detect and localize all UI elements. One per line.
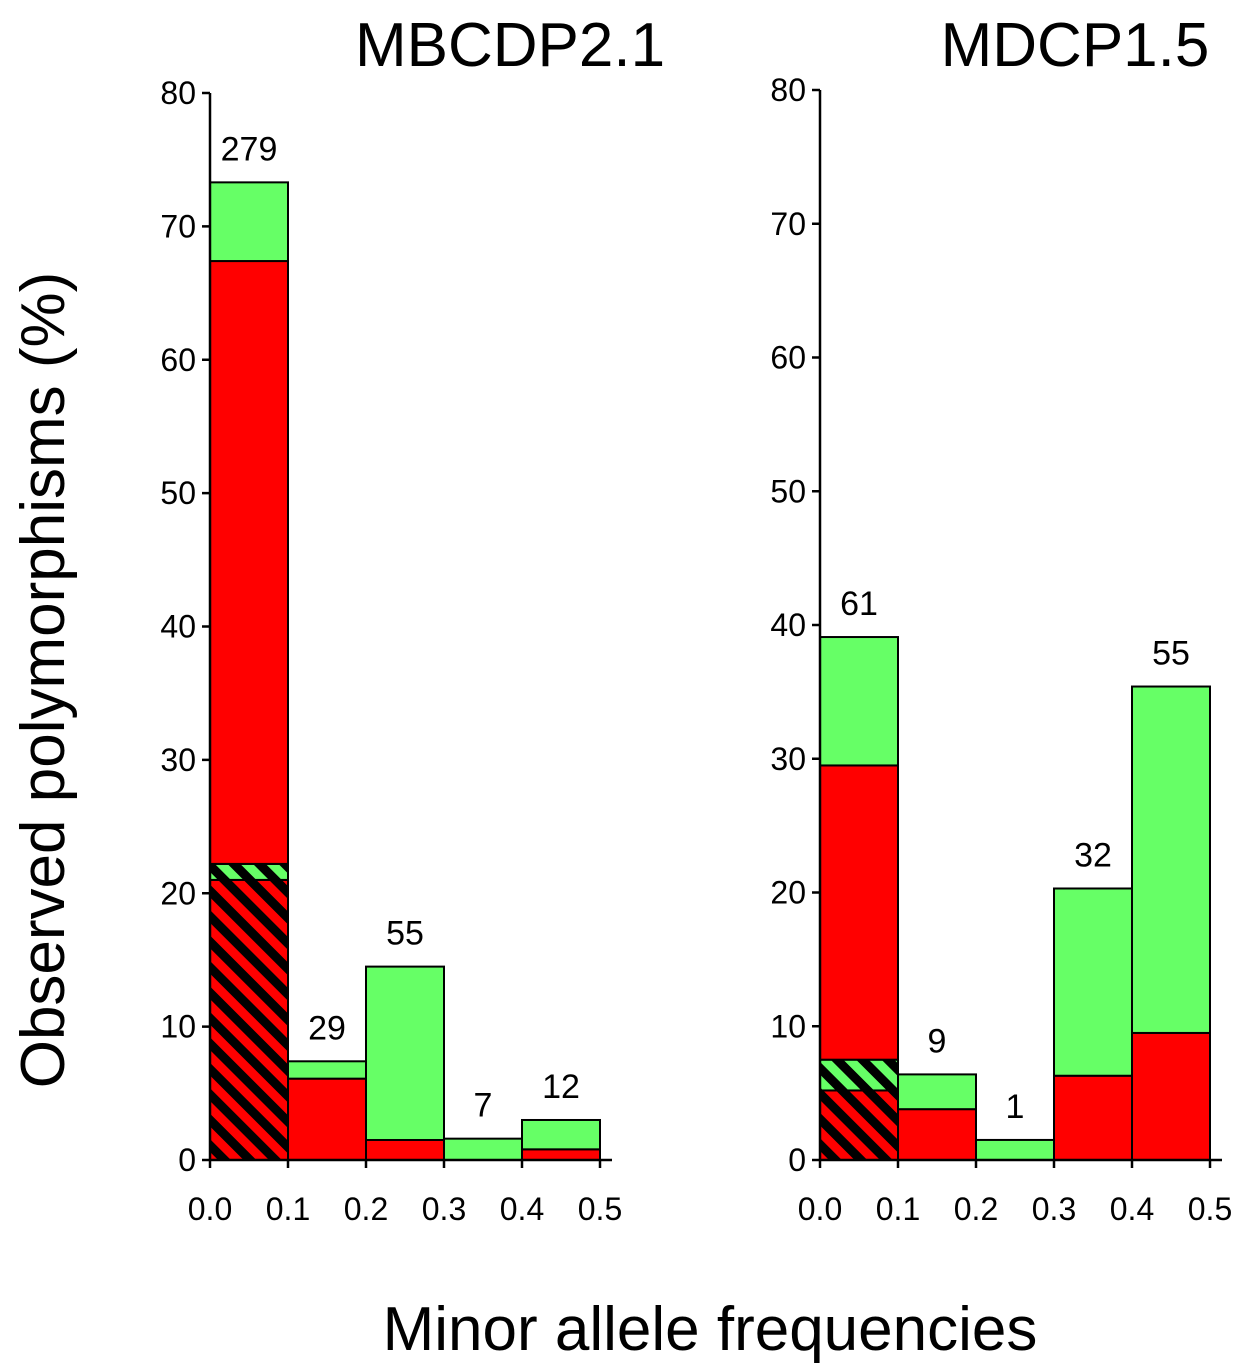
x-axis-title: Minor allele frequencies bbox=[383, 1295, 1038, 1364]
x-tick-label: 0.0 bbox=[798, 1191, 842, 1227]
y-tick-label: 60 bbox=[770, 340, 806, 376]
chart-panel-mbcdp: MBCDP2.1 279 29 55 7 12 0 10 20 30 40 50 60 70 80 0.0 0… bbox=[160, 11, 665, 1227]
bar-segment-green bbox=[287, 1060, 367, 1080]
y-tick-label: 10 bbox=[770, 1008, 806, 1044]
bar-count-label: 12 bbox=[542, 1068, 580, 1106]
x-tick-label: 0.5 bbox=[1188, 1191, 1232, 1227]
y-tick-label: 70 bbox=[160, 208, 196, 244]
y-tick-label: 20 bbox=[770, 875, 806, 911]
y-tick-label: 80 bbox=[770, 72, 806, 108]
y-tick-label: 0 bbox=[178, 1142, 196, 1178]
bar-segment-red bbox=[209, 260, 289, 865]
bar-segment-green bbox=[443, 1137, 523, 1162]
bar-segment-green bbox=[897, 1073, 977, 1111]
bar-count-label: 29 bbox=[308, 1009, 346, 1047]
y-tick-label: 60 bbox=[160, 342, 196, 378]
bar-segment-red bbox=[1131, 1031, 1211, 1161]
bar-segment-red bbox=[365, 1138, 445, 1162]
x-tick-label: 0.4 bbox=[500, 1191, 544, 1227]
bar-segment-green-hatched bbox=[209, 862, 289, 881]
y-tick-label: 20 bbox=[160, 875, 196, 911]
y-tick-label: 80 bbox=[160, 75, 196, 111]
x-tick-label: 0.2 bbox=[954, 1191, 998, 1227]
bar-count-label: 1 bbox=[1006, 1088, 1025, 1126]
bar-segment-green bbox=[209, 181, 289, 263]
bar-segment-green bbox=[819, 636, 899, 767]
bar-segment-red bbox=[897, 1108, 977, 1162]
bar-count-label: 279 bbox=[221, 130, 278, 168]
y-tick-label: 0 bbox=[788, 1142, 806, 1178]
bar-segment-green bbox=[1053, 887, 1133, 1077]
bar-count-label: 32 bbox=[1074, 836, 1112, 874]
bar-segment-green-hatched bbox=[819, 1058, 899, 1092]
bar-segment-green bbox=[521, 1118, 601, 1151]
y-tick-label: 40 bbox=[160, 609, 196, 645]
bar-segment-red-hatched bbox=[819, 1089, 899, 1161]
x-tick-label: 0.4 bbox=[1110, 1191, 1154, 1227]
chart-title: MBCDP2.1 bbox=[355, 11, 665, 80]
y-tick-label: 40 bbox=[770, 607, 806, 643]
x-tick-label: 0.0 bbox=[188, 1191, 232, 1227]
x-tick-label: 0.5 bbox=[578, 1191, 622, 1227]
bar-count-label: 55 bbox=[1152, 635, 1190, 673]
y-tick-label: 30 bbox=[160, 742, 196, 778]
chart-panel-mdcp: MDCP1.5 61 9 1 32 55 0 10 20 30 40 50 60 70 80 0.0 0.1 0… bbox=[770, 11, 1232, 1227]
y-tick-label: 50 bbox=[770, 473, 806, 509]
bar-segment-red bbox=[287, 1077, 367, 1161]
bar-segment-green bbox=[365, 965, 445, 1141]
y-tick-label: 50 bbox=[160, 475, 196, 511]
x-tick-label: 0.2 bbox=[344, 1191, 388, 1227]
bar-count-label: 61 bbox=[840, 585, 878, 623]
chart-title: MDCP1.5 bbox=[941, 11, 1210, 80]
bar-segment-red bbox=[1053, 1074, 1133, 1162]
x-tick-label: 0.3 bbox=[422, 1191, 466, 1227]
bar-segment-red bbox=[819, 764, 899, 1061]
x-tick-label: 0.1 bbox=[266, 1191, 310, 1227]
bar-segment-green bbox=[975, 1138, 1055, 1161]
bar-count-label: 9 bbox=[928, 1022, 947, 1060]
bar-segment-red-hatched bbox=[209, 878, 289, 1161]
y-tick-label: 10 bbox=[160, 1009, 196, 1045]
bar-segment-green bbox=[1131, 685, 1211, 1034]
bar-count-label: 7 bbox=[474, 1087, 493, 1125]
bar-segment-red bbox=[521, 1148, 601, 1161]
y-tick-label: 30 bbox=[770, 741, 806, 777]
x-tick-label: 0.3 bbox=[1032, 1191, 1076, 1227]
bar-count-label: 55 bbox=[386, 915, 424, 953]
y-axis-title: Observed polymorphisms (%) bbox=[9, 272, 78, 1089]
x-tick-label: 0.1 bbox=[876, 1191, 920, 1227]
y-tick-label: 70 bbox=[770, 206, 806, 242]
